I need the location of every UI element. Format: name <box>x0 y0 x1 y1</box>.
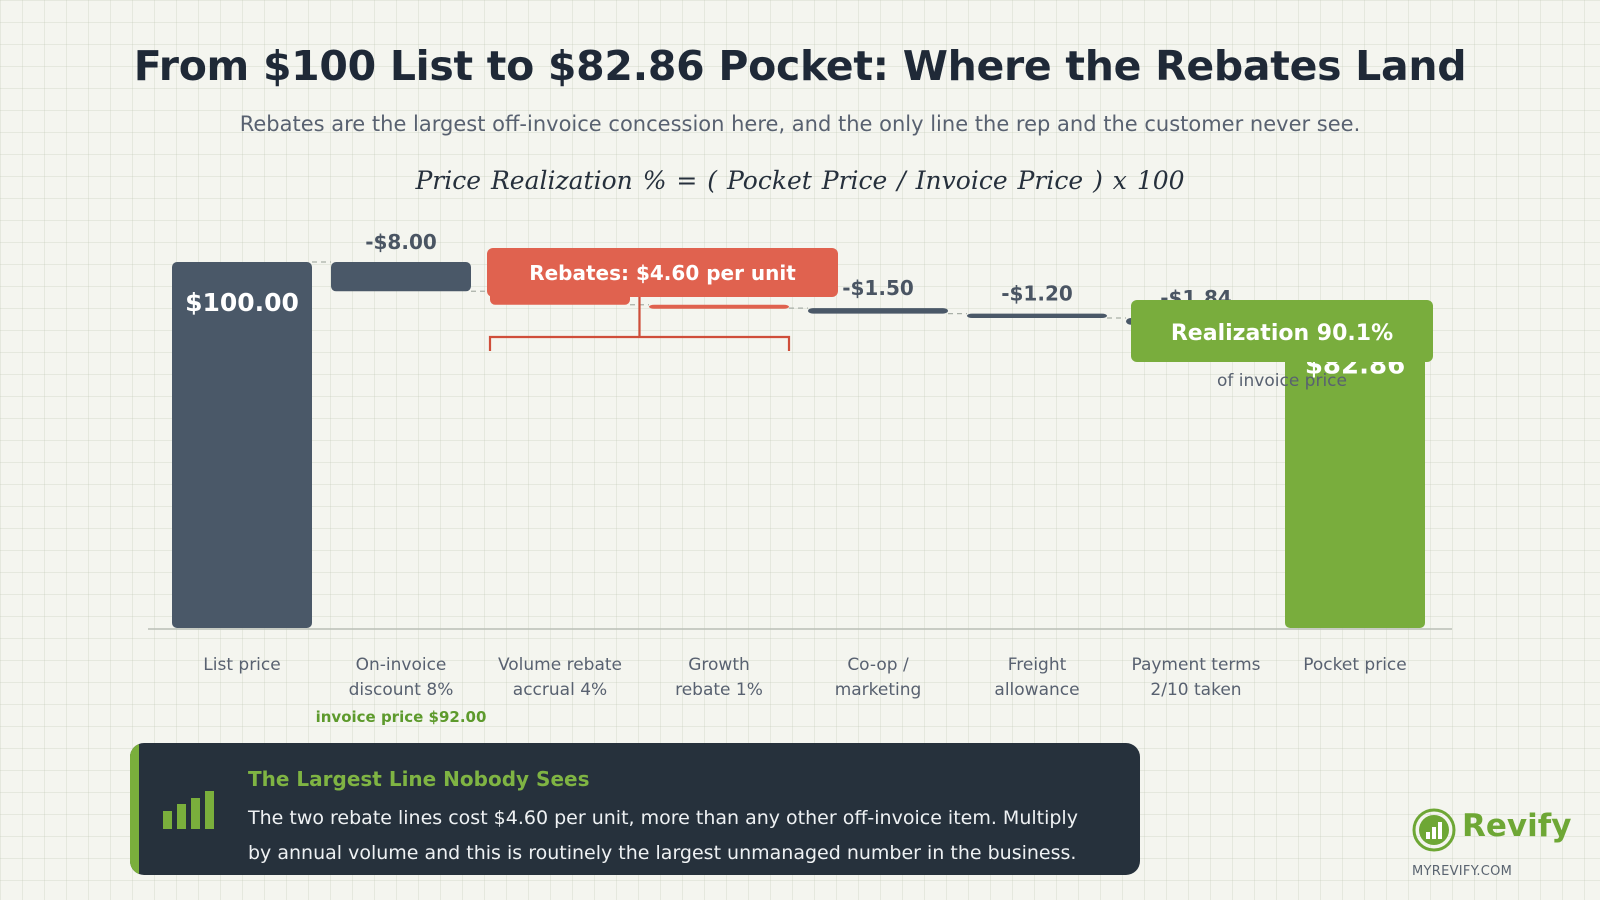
waterfall-chart: $100.00 List price -$8.00 On-invoice discoun… <box>148 230 1452 726</box>
page-subtitle: Rebates are the largest off-invoice conc… <box>239 112 1361 136</box>
waterfall-bar <box>172 262 312 628</box>
revify-logo-icon <box>1412 808 1456 852</box>
bar-value-label: -$8.00 <box>365 230 437 254</box>
page-title: From $100 List to $82.86 Pocket: Where t… <box>133 42 1467 90</box>
realization-badge-text: Realization 90.1% <box>1171 321 1393 346</box>
bar-value-label: -$1.20 <box>1001 282 1073 306</box>
bar-value-label: $100.00 <box>185 288 299 317</box>
realization-badge <box>1131 300 1433 362</box>
waterfall-bar <box>331 262 471 292</box>
rebates-bracket <box>488 295 791 351</box>
waterfall-bar <box>1285 324 1425 628</box>
bar-chart-icon <box>163 791 214 829</box>
waterfall-bar <box>649 304 789 309</box>
callout-body: The two rebate lines cost $4.60 per unit… <box>248 807 1078 864</box>
brand-url: MYREVIFY.COM <box>1412 864 1513 879</box>
category-tick-label: List price <box>203 655 280 675</box>
category-tick-label: Payment terms <box>1131 655 1260 675</box>
category-tick-label: Co-op / <box>847 655 909 675</box>
category-tick-label: On-invoice <box>356 655 447 675</box>
category-tick-label: Freight <box>1008 655 1067 675</box>
category-tick-label: rebate 1% <box>675 680 763 700</box>
category-tick-label: accrual 4% <box>513 680 607 700</box>
realization-subtext: of invoice price <box>1217 371 1347 391</box>
waterfall-bar <box>808 308 948 314</box>
category-tick-label: marketing <box>835 680 922 700</box>
insight-callout: The Largest Line Nobody Sees The two reb… <box>130 743 1140 875</box>
category-tick-label: 2/10 taken <box>1150 680 1241 700</box>
invoice-price-note: invoice price $92.00 <box>316 708 487 726</box>
category-tick-label: Pocket price <box>1303 655 1406 675</box>
callout-title: The Largest Line Nobody Sees <box>248 767 590 791</box>
waterfall-bar <box>967 313 1107 318</box>
category-tick-label: allowance <box>994 680 1079 700</box>
callout-accent-bar <box>130 743 139 875</box>
category-tick-label: discount 8% <box>349 680 454 700</box>
rebates-badge <box>487 248 838 297</box>
category-tick-label: Volume rebate <box>498 655 622 675</box>
category-tick-label: Growth <box>688 655 750 675</box>
price-realization-formula: Price Realization % = ( Pocket Price / I… <box>415 166 1185 195</box>
rebates-badge-text: Rebates: $4.60 per unit <box>529 261 796 285</box>
brand-name: Revify <box>1462 808 1572 844</box>
bar-value-label: -$1.50 <box>842 276 914 300</box>
